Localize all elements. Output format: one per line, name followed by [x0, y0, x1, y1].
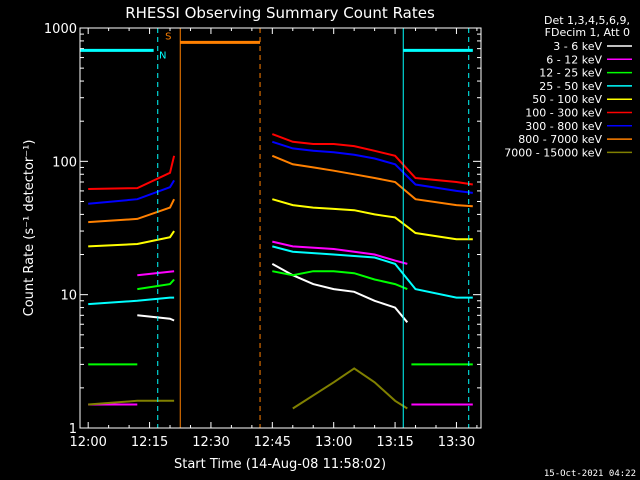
series-line-3-seg-0	[88, 296, 175, 306]
x-tick-label-3: 12:45	[254, 435, 291, 450]
series-line-8-seg-1	[292, 367, 408, 410]
series-line-3-seg-1	[272, 245, 473, 299]
x-tick-label-2: 12:30	[192, 435, 229, 450]
series-line-0-seg-1	[271, 263, 409, 323]
legend-entry-5: 100 - 300 keV	[525, 107, 602, 120]
series-line-6-seg-0	[88, 179, 175, 205]
axis-ticks: 12:00 12:15 12:30 12:45 13:00 13:15 13:30 1 10 10…	[44, 22, 481, 450]
series-line-0-seg-0	[137, 314, 175, 322]
y-tick-label-1: 10	[60, 289, 77, 304]
annotation-label-n: N	[159, 50, 166, 61]
y-tick-label-3: 1000	[44, 22, 77, 37]
y-tick-label-2: 100	[52, 155, 77, 170]
x-tick-label-1: 12:15	[131, 435, 168, 450]
x-tick-label-4: 13:00	[315, 435, 352, 450]
legend-entry-8: 7000 - 15000 keV	[504, 146, 602, 159]
series-line-8-seg-0	[88, 399, 175, 406]
legend-entry-4: 50 - 100 keV	[532, 93, 602, 106]
legend-entry-3: 25 - 50 keV	[539, 80, 602, 93]
chart-title: RHESSI Observing Summary Count Rates	[125, 4, 435, 22]
legend-entry-0: 3 - 6 keV	[553, 40, 602, 53]
x-axis-label: Start Time (14-Aug-08 11:58:02)	[174, 457, 386, 472]
y-tick-label-0: 1	[69, 422, 77, 437]
y-axis-label: Count Rate (s⁻¹ detector⁻¹)	[22, 140, 37, 317]
series-line-2-seg-1	[137, 278, 175, 291]
legend: Det 1,3,4,5,6,9,FDecim 1, Att 03 - 6 keV…	[504, 14, 632, 159]
series-line-7-seg-0	[88, 198, 175, 224]
legend-entry-6: 300 - 800 keV	[525, 120, 602, 133]
plot-frame	[79, 27, 482, 429]
series-line-5-seg-0	[88, 155, 176, 190]
x-tick-label-5: 13:15	[376, 435, 413, 450]
legend-header-0: Det 1,3,4,5,6,9,	[544, 14, 630, 27]
series-line-4-seg-0	[88, 230, 175, 248]
series-line-1-seg-2	[272, 240, 408, 265]
series-line-5-seg-1	[271, 133, 473, 186]
series-line-4-seg-1	[272, 198, 473, 241]
x-tick-label-0: 12:00	[69, 435, 106, 450]
series-line-1-seg-1	[137, 270, 175, 277]
plot-area: NS	[80, 28, 473, 428]
series-line-6-seg-1	[271, 140, 473, 194]
legend-entry-1: 6 - 12 keV	[546, 53, 602, 66]
legend-header-1: FDecim 1, Att 0	[545, 26, 630, 39]
legend-entry-7: 800 - 7000 keV	[518, 133, 602, 146]
legend-entry-2: 12 - 25 keV	[539, 67, 602, 80]
footer-date: 15-Oct-2021 04:22	[544, 469, 636, 479]
series-line-2-seg-2	[272, 270, 408, 291]
series-line-7-seg-1	[271, 154, 473, 208]
x-tick-label-6: 13:30	[438, 435, 475, 450]
annotation-label-s: S	[165, 31, 171, 42]
